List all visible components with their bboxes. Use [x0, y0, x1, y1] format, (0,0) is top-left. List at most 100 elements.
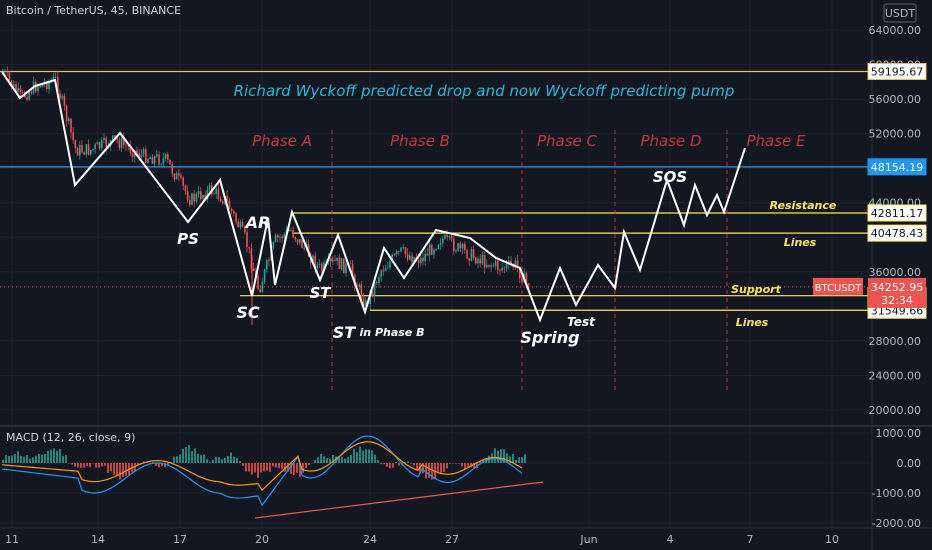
macd-bar: [515, 459, 517, 463]
macd-bar: [194, 448, 196, 463]
candle-body: [48, 81, 50, 90]
candle-body: [41, 83, 44, 87]
macd-bar: [440, 463, 442, 473]
wyckoff-path: [1, 71, 746, 323]
annotation-label: ST: [309, 284, 332, 302]
candle-body: [153, 156, 156, 164]
candle-body: [349, 263, 352, 265]
candle-body: [294, 237, 297, 240]
candle-body: [6, 71, 8, 73]
candle-body: [334, 259, 336, 261]
candle-body: [382, 270, 385, 272]
candle-body: [233, 211, 235, 214]
candle-body: [206, 189, 209, 200]
macd-y-tick-label: 0.00: [897, 457, 922, 470]
candle-body: [345, 263, 347, 274]
macd-bar: [341, 457, 343, 463]
macd-bar: [506, 453, 508, 463]
candle-body: [186, 191, 189, 201]
macd-bar: [23, 456, 25, 463]
annotation-label: in Phase B: [360, 326, 425, 339]
candle-body: [197, 191, 200, 195]
macd-bar: [293, 463, 295, 476]
macd-bar: [524, 454, 526, 463]
candle-body: [475, 257, 477, 264]
candle-body: [435, 248, 437, 250]
currency-box: [883, 3, 917, 23]
candle-body: [437, 244, 440, 249]
candle-body: [147, 158, 149, 163]
candle-body: [195, 194, 198, 202]
macd-bar: [389, 463, 391, 469]
macd-bar: [263, 463, 265, 472]
candle-body: [112, 135, 114, 141]
candle-body: [8, 72, 11, 81]
candle-body: [125, 144, 127, 146]
macd-bar: [101, 463, 103, 467]
macd-bar: [443, 463, 445, 473]
candle-body: [525, 273, 528, 284]
macd-bar: [446, 463, 448, 469]
candle-body: [395, 251, 398, 255]
candle-body: [219, 198, 222, 202]
phase-label: Phase B: [390, 132, 450, 150]
candle-body: [92, 148, 94, 150]
macd-bar: [416, 463, 418, 471]
macd-bar: [260, 463, 262, 473]
candle-body: [314, 255, 316, 269]
macd-bar: [287, 463, 289, 472]
candle-body: [241, 222, 244, 227]
candle-body: [360, 284, 363, 299]
macd-bar: [113, 463, 115, 475]
candle-body: [338, 257, 341, 270]
macd-bar: [206, 459, 208, 463]
macd-bar: [209, 461, 211, 463]
candle-body: [98, 142, 101, 149]
macd-bar: [461, 463, 463, 467]
candle-body: [358, 284, 360, 287]
macd-bar: [359, 446, 361, 463]
macd-bar: [167, 463, 169, 465]
candle-body: [398, 251, 400, 252]
candle-body: [52, 77, 55, 81]
macd-bar: [47, 451, 49, 463]
candle-body: [74, 140, 77, 149]
candle-body: [239, 222, 242, 228]
candle-body: [268, 260, 270, 262]
candle-body: [312, 255, 314, 264]
candle-body: [142, 149, 145, 155]
macd-bar: [122, 463, 124, 478]
candle-body: [283, 233, 286, 239]
candle-body: [272, 242, 275, 248]
x-tick-label: 17: [173, 533, 187, 546]
candle-body: [30, 91, 33, 94]
candle-body: [464, 243, 466, 250]
candle-body: [129, 146, 132, 153]
candle-body: [277, 235, 279, 238]
candle-body: [63, 95, 66, 107]
candle-body: [39, 86, 41, 88]
candle-body: [158, 154, 160, 165]
macd-bar: [275, 463, 277, 468]
macd-bar: [182, 448, 184, 463]
macd-bar: [173, 456, 175, 463]
macd-bar: [152, 462, 154, 463]
candle-body: [450, 236, 453, 240]
candle-body: [404, 247, 407, 254]
level-tag-label: 40478.43: [871, 227, 924, 240]
candle-body: [428, 244, 431, 256]
symbol-title: Bitcoin / TetherUS, 45, BINANCE: [6, 4, 182, 17]
candle-body: [527, 283, 530, 292]
candle-body: [178, 173, 180, 176]
candle-body: [481, 255, 484, 264]
candle-body: [96, 142, 99, 145]
candle-body: [490, 265, 492, 267]
macd-bar: [431, 463, 433, 480]
candle-body: [516, 260, 519, 268]
macd-bar: [323, 456, 325, 463]
macd-bar: [2, 459, 4, 463]
candle-body: [59, 93, 61, 99]
macd-bar: [470, 463, 472, 468]
macd-bar: [32, 457, 34, 463]
